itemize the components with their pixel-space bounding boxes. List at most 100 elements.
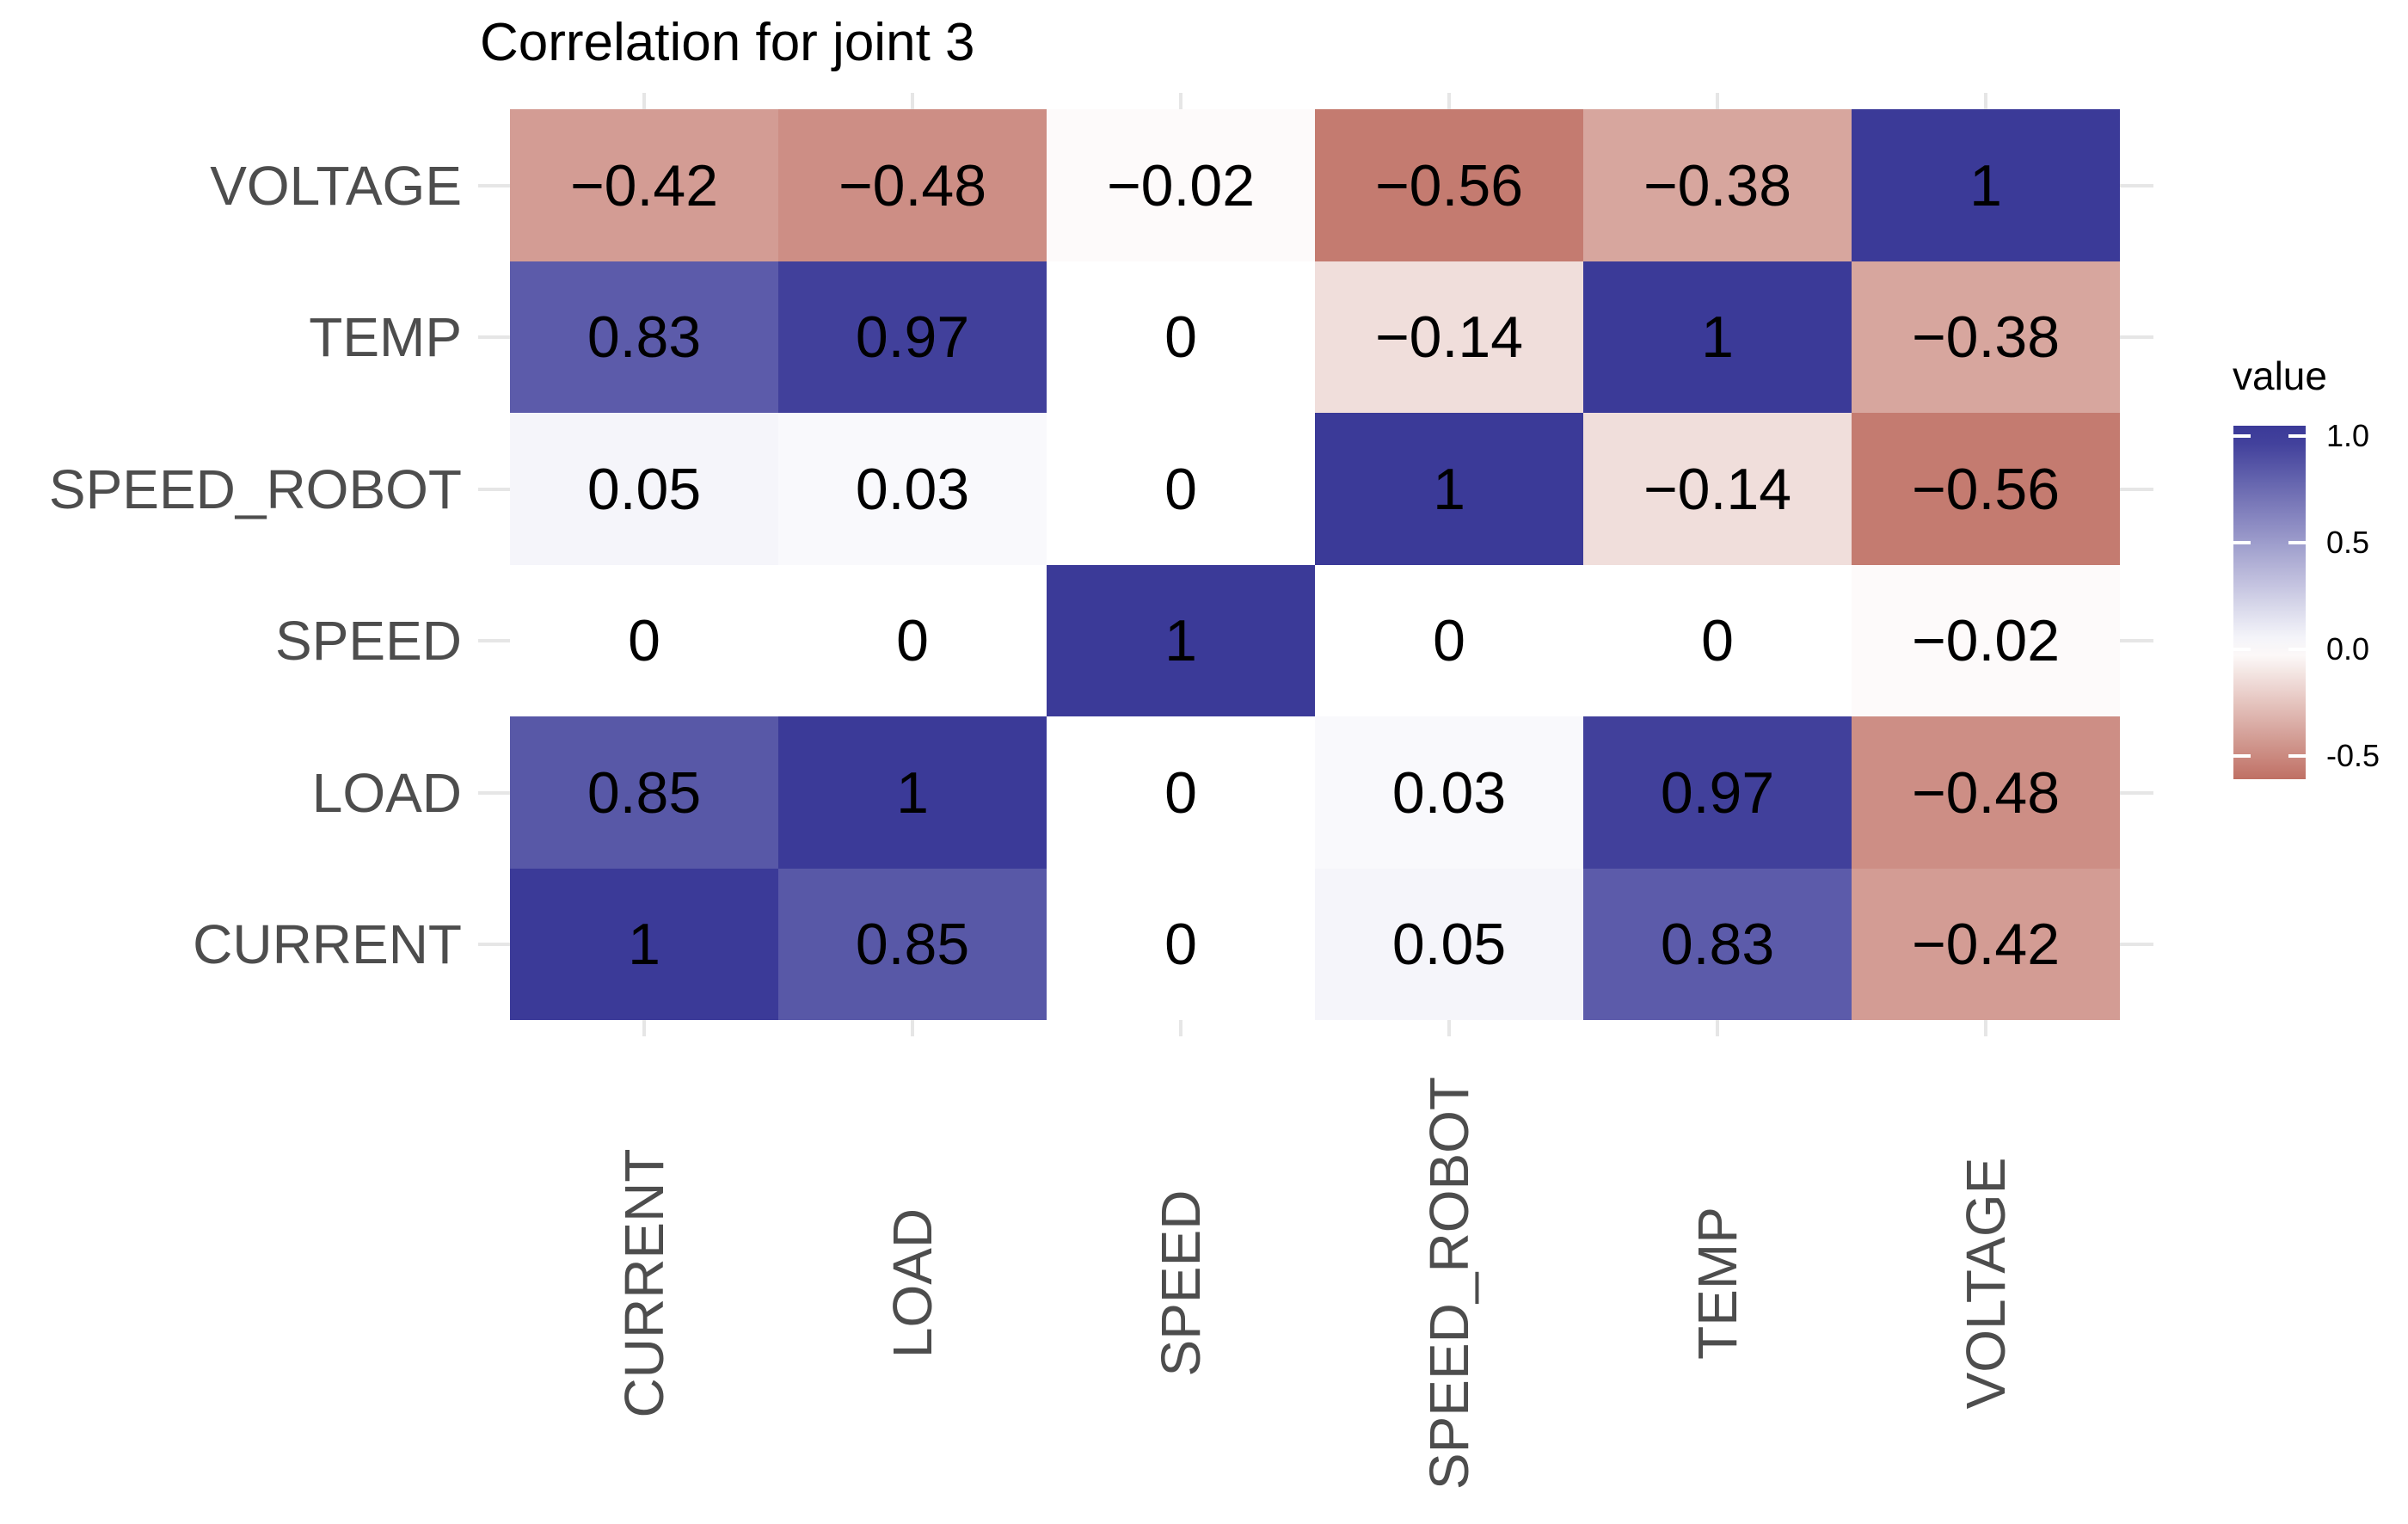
heatmap-cell	[778, 716, 1047, 869]
grid-tick-left	[478, 790, 510, 795]
x-axis-label: CURRENT	[613, 1148, 675, 1418]
cell-value: −0.38	[1643, 152, 1792, 218]
heatmap-cell	[1852, 109, 2120, 261]
heatmap-cell	[1315, 716, 1583, 869]
cell-value: 0.03	[855, 456, 970, 522]
heatmap-cell	[778, 869, 1047, 1020]
legend-tick-mark	[2288, 753, 2306, 758]
grid-tick-left	[478, 639, 510, 642]
cell-value: −0.02	[1106, 152, 1256, 218]
heatmap-cell	[510, 261, 778, 413]
grid-tick-right	[2120, 335, 2153, 339]
heatmap-cell	[1315, 413, 1583, 565]
cell-value: 0	[1701, 608, 1734, 673]
legend-tick-mark	[2288, 433, 2306, 438]
plot-title: Correlation for joint 3	[480, 13, 975, 72]
heatmap-cell	[510, 716, 778, 869]
legend-tick-mark	[2233, 433, 2251, 438]
heatmap-cell	[1583, 109, 1852, 261]
heatmap-cell	[1047, 565, 1315, 716]
heatmap-cell	[510, 869, 778, 1020]
heatmap-cell	[778, 413, 1047, 565]
cell-value: 0.05	[587, 456, 702, 522]
grid-tick-bottom	[911, 1020, 914, 1036]
cell-value: 0.05	[1391, 912, 1507, 977]
heatmap-cell	[1583, 413, 1852, 565]
y-axis-label: TEMP	[309, 306, 462, 368]
grid-tick-left	[478, 487, 510, 491]
cell-value: −0.14	[1643, 456, 1792, 522]
cell-value: −0.56	[1374, 152, 1524, 218]
cell-value: −0.48	[1911, 759, 2061, 826]
y-axis-label: SPEED	[275, 610, 462, 672]
heatmap-cell	[510, 109, 778, 261]
grid-tick-left	[478, 335, 510, 339]
legend-tick-label: 1.0	[2326, 417, 2370, 453]
heatmap-cell	[1852, 413, 2120, 565]
grid-tick-left	[478, 943, 510, 946]
legend-tick-mark	[2288, 647, 2306, 651]
y-axis-label: CURRENT	[193, 913, 462, 975]
heatmap-cell	[1852, 565, 2120, 716]
heatmap-cell	[510, 565, 778, 716]
cell-value: 0.97	[1660, 759, 1775, 826]
heatmap-cell	[1047, 716, 1315, 869]
grid-tick-bottom	[1716, 1020, 1719, 1036]
heatmap-cell	[1583, 261, 1852, 413]
legend-tick-label: 0.5	[2326, 524, 2370, 560]
cell-value: 1	[1969, 152, 2002, 218]
cell-value: −0.48	[838, 152, 987, 218]
x-axis-label: SPEED_ROBOT	[1418, 1076, 1480, 1490]
legend-tick-mark	[2233, 540, 2251, 544]
cell-value: 0	[896, 608, 929, 673]
heatmap-cell	[510, 413, 778, 565]
cell-value: 0.97	[855, 304, 970, 370]
cell-value: 1	[1433, 456, 1465, 522]
cell-value: 0	[628, 608, 660, 673]
grid-tick-bottom	[1984, 1020, 1987, 1036]
cell-value: 0	[1433, 608, 1465, 673]
heatmap-cell	[1315, 869, 1583, 1020]
grid-tick-bottom	[1179, 1020, 1182, 1036]
grid-tick-right	[2120, 639, 2153, 642]
grid-tick-top	[1716, 93, 1719, 109]
grid-tick-top	[911, 93, 914, 109]
heatmap-cell	[1852, 869, 2120, 1020]
grid-tick-right	[2120, 790, 2153, 795]
heatmap-cell	[1852, 716, 2120, 869]
legend-tick-mark	[2233, 647, 2251, 651]
legend-tick-label: 0.0	[2326, 630, 2370, 667]
legend-tick-mark	[2288, 540, 2306, 544]
legend-tick-label: -0.5	[2326, 737, 2380, 773]
cell-value: 0	[1164, 456, 1197, 522]
grid-tick-top	[1984, 93, 1987, 109]
cell-value: 0.83	[1660, 912, 1775, 977]
cell-value: −0.42	[1911, 912, 2061, 977]
cell-value: 0	[1164, 304, 1197, 370]
x-axis-label: LOAD	[882, 1208, 943, 1359]
y-axis-label: VOLTAGE	[210, 154, 462, 217]
grid-tick-top	[1179, 93, 1182, 109]
grid-tick-bottom	[642, 1020, 646, 1036]
heatmap-cell	[1852, 261, 2120, 413]
heatmap-cell	[1315, 109, 1583, 261]
legend-tick-mark	[2233, 753, 2251, 758]
cell-value: −0.56	[1911, 456, 2061, 522]
x-axis-label: VOLTAGE	[1955, 1157, 2017, 1410]
cell-value: 0	[1164, 912, 1197, 977]
heatmap-cell	[1583, 716, 1852, 869]
cell-value: −0.42	[569, 152, 719, 218]
heatmap-cell	[1583, 869, 1852, 1020]
cell-value: 0.83	[587, 304, 702, 370]
heatmap-cell	[778, 109, 1047, 261]
cell-value: 1	[628, 912, 660, 977]
grid-tick-top	[642, 93, 646, 109]
cell-value: −0.02	[1911, 608, 2061, 673]
cell-value: 0.85	[587, 759, 702, 826]
x-axis-label: SPEED	[1150, 1189, 1212, 1377]
grid-tick-top	[1447, 93, 1451, 109]
heatmap-cell	[1315, 565, 1583, 716]
cell-value: −0.38	[1911, 304, 2061, 370]
heatmap-cell	[1315, 261, 1583, 413]
